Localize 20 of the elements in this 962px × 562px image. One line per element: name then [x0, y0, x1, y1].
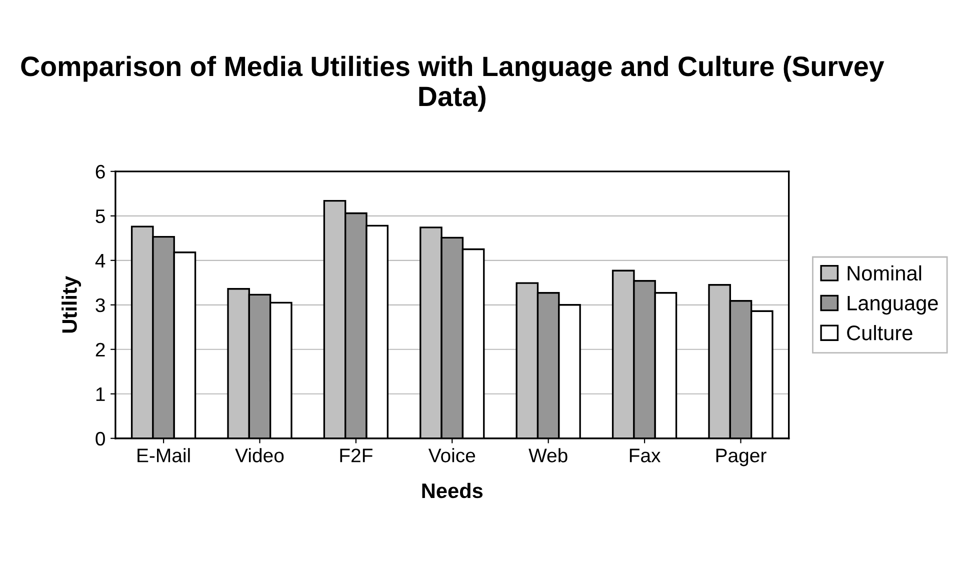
- legend-label: Culture: [847, 325, 912, 340]
- x-tick-label: Fax: [630, 448, 661, 462]
- y-tick-label: 0: [96, 432, 105, 446]
- x-tick-label: F2F: [340, 448, 372, 462]
- x-tick-label: Video: [235, 448, 284, 462]
- chart-title: Comparison of Media Utilities with Language and Culture (Survey Data): [21, 56, 884, 112]
- x-tick-label: Pager: [716, 448, 766, 466]
- y-tick-label: 1: [96, 388, 105, 401]
- legend-label: Language: [848, 296, 938, 315]
- y-tick-label: 2: [96, 342, 105, 356]
- x-tick-label: Web: [528, 448, 568, 462]
- x-tick-label: Voice: [428, 448, 476, 462]
- x-axis-title: Needs: [422, 482, 483, 498]
- x-tick-label: E-Mail: [138, 448, 190, 462]
- y-tick-label: 3: [96, 298, 105, 312]
- y-tick-label: 4: [95, 254, 106, 268]
- legend-label: Nominal: [848, 265, 922, 281]
- y-tick-label: 6: [96, 164, 105, 179]
- y-tick-label: 5: [96, 210, 105, 224]
- y-axis-title: Utility: [62, 276, 82, 333]
